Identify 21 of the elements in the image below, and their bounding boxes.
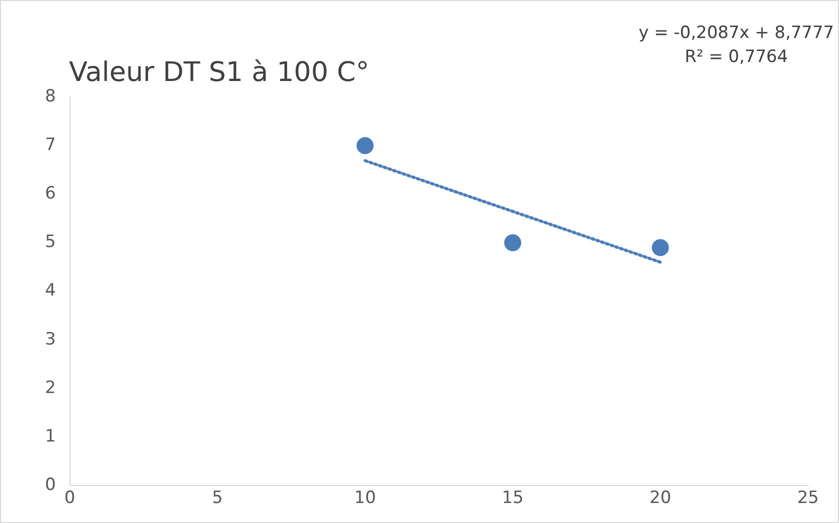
x-tick-label: 15	[502, 488, 524, 508]
point	[652, 239, 669, 256]
y-tick-label: 7	[44, 134, 56, 155]
y-tick-label: 0	[44, 475, 56, 496]
x-tick-label: 0	[64, 488, 76, 508]
y-tick-label: 8	[44, 86, 56, 106]
y-tick-label: 1	[44, 426, 56, 446]
x-tick-label: 5	[212, 488, 223, 508]
y-tick-label: 4	[44, 280, 56, 301]
x-tick-label: 10	[354, 488, 376, 508]
x-tick-label: 25	[797, 488, 819, 508]
y-tick-label: 3	[44, 329, 56, 350]
text: y = -0,2087x + 8,7777	[638, 22, 834, 45]
point	[356, 137, 374, 154]
y-tick-label: 2	[44, 378, 56, 398]
x-tick-label: 20	[650, 488, 672, 508]
text: R² = 0,7764	[684, 46, 789, 69]
point	[504, 234, 522, 252]
y-tick-label: 6	[44, 184, 56, 204]
chart-title: Valeur DT S1 à 100 C°	[69, 57, 370, 88]
y-tick-label: 5	[44, 232, 56, 252]
